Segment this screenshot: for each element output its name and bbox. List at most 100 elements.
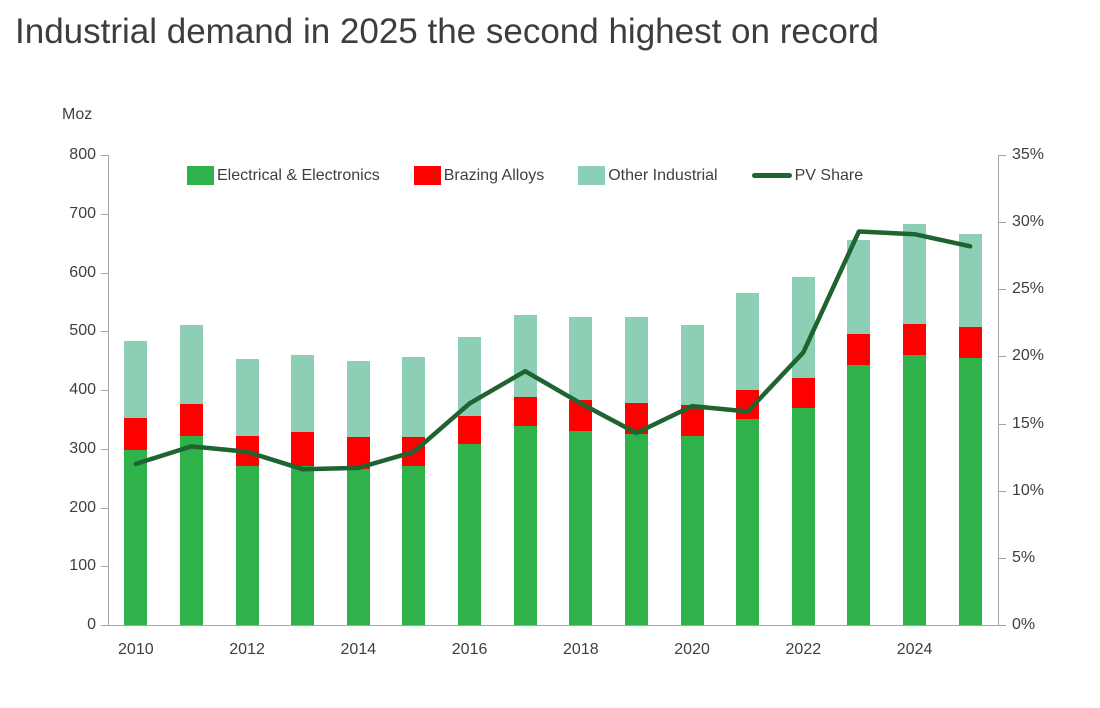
right-tick-label: 25% [1012,280,1045,298]
brazing-swatch-icon [413,166,441,185]
bar-segment-electrical-electronics [624,434,648,625]
bar-segment-brazing-alloys [736,390,760,420]
pv-share-line-swatch-icon [751,173,792,178]
bar-segment-electrical-electronics [847,364,871,625]
bar-segment-electrical-electronics [458,444,482,625]
bar-segment-brazing-alloys [680,404,704,436]
bar-segment-other-industrial [513,314,537,398]
bar-segment-electrical-electronics [903,354,927,625]
bar-segment-other-industrial [569,316,593,400]
right-tick-mark [999,222,1006,224]
bar-segment-other-industrial [680,325,704,405]
right-tick-label: 10% [1012,481,1045,499]
bar-segment-brazing-alloys [847,334,871,365]
bar-segment-brazing-alloys [346,437,370,470]
left-tick-label: 800 [69,146,96,163]
left-tick-mark [101,390,108,391]
bar-segment-brazing-alloys [458,416,482,445]
legend-label: Electrical & Electronics [217,166,380,184]
legend-label: Other Industrial [608,166,718,184]
bar-segment-other-industrial [124,341,148,419]
left-tick-mark [101,213,108,215]
bar-segment-brazing-alloys [624,402,648,435]
electrical-swatch-icon [187,166,214,185]
bar-segment-other-industrial [847,239,871,335]
bar-segment-brazing-alloys [791,378,815,408]
bar-segment-electrical-electronics [179,435,203,625]
left-tick-mark [101,448,108,450]
pv-share-line [133,229,973,472]
right-tick-label: 20% [1012,347,1045,365]
bar-segment-other-industrial [958,234,982,327]
other-industrial-swatch-icon [578,166,606,185]
bar-segment-electrical-electronics [402,466,426,625]
bar-segment-other-industrial [624,316,648,403]
x-axis-year-label: 2012 [229,641,265,658]
bar-segment-electrical-electronics [958,357,982,625]
bar-segment-electrical-electronics [513,426,537,625]
x-axis-year-label: 2024 [896,641,933,658]
bar-segment-brazing-alloys [513,397,537,427]
right-tick-mark [999,155,1006,156]
right-axis-line [998,155,999,625]
right-tick-label: 15% [1012,414,1045,432]
left-axis-line [108,155,109,625]
right-tick-mark [999,625,1006,626]
bar-segment-brazing-alloys [291,432,315,467]
left-tick-label: 0 [87,616,96,633]
legend-label: PV Share [794,166,864,184]
right-tick-mark [999,356,1006,358]
left-tick-mark [101,331,108,333]
x-axis-year-label: 2016 [451,641,488,658]
bar-segment-electrical-electronics [346,469,370,625]
bar-segment-other-industrial [458,337,482,417]
bar-segment-electrical-electronics [791,407,815,625]
bar-segment-other-industrial [903,224,927,325]
bar-segment-other-industrial [791,277,815,379]
right-tick-mark [999,490,1006,492]
legend-item-brazing: Brazing Alloys [413,166,544,185]
x-axis-year-label: 2020 [674,641,710,658]
bar-segment-other-industrial [235,359,259,436]
left-tick-mark [101,272,108,274]
left-tick-mark [101,507,108,509]
bar-segment-brazing-alloys [569,399,593,432]
left-tick-label: 100 [69,557,96,575]
left-tick-mark [101,625,108,626]
legend-item-other-industrial: Other Industrial [578,166,718,185]
right-tick-label: 35% [1012,146,1045,163]
x-axis-year-label: 2010 [118,641,154,658]
chart-title: Industrial demand in 2025 the second hig… [15,12,879,51]
bar-segment-brazing-alloys [235,435,259,467]
left-tick-label: 700 [69,204,96,222]
left-tick-label: 400 [69,381,96,398]
x-axis-line [101,625,1005,626]
x-axis-year-label: 2022 [785,641,822,658]
legend-item-electrical: Electrical & Electronics [187,166,380,185]
bar-segment-brazing-alloys [402,437,426,467]
bar-segment-other-industrial [179,324,203,405]
bar-segment-electrical-electronics [235,466,259,625]
legend-item-pv-share: PV Share [751,166,864,185]
bar-segment-other-industrial [736,293,760,390]
left-axis-unit-label: Moz [62,106,93,123]
bar-segment-brazing-alloys [124,418,148,450]
bar-segment-brazing-alloys [903,324,927,355]
left-tick-label: 300 [69,439,96,457]
x-axis-year-label: 2018 [563,641,599,658]
left-tick-mark [101,155,108,156]
left-tick-mark [101,566,108,568]
right-tick-mark [999,423,1006,425]
bar-segment-electrical-electronics [291,466,315,625]
right-tick-label: 30% [1012,213,1045,231]
right-tick-label: 0% [1012,616,1036,633]
left-tick-label: 200 [69,498,96,516]
bar-segment-electrical-electronics [569,431,593,625]
x-axis-year-label: 2014 [340,641,377,658]
bar-segment-electrical-electronics [680,435,704,625]
right-tick-label: 5% [1012,548,1036,566]
bar-segment-electrical-electronics [124,449,148,625]
right-tick-mark [999,289,1006,291]
left-tick-label: 500 [69,322,96,340]
